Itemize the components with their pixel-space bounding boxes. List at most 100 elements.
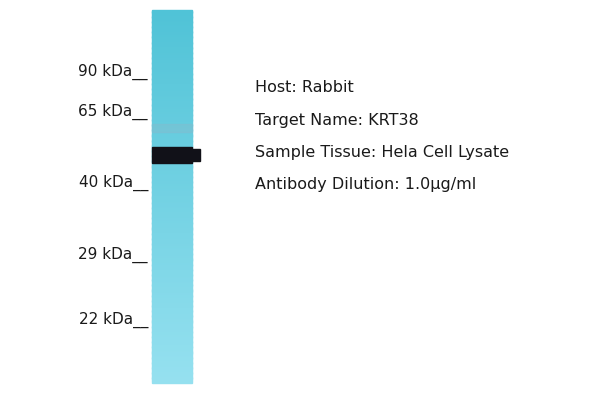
Bar: [152, 226, 192, 228]
Bar: [152, 180, 192, 182]
Bar: [152, 117, 192, 118]
Text: Sample Tissue: Hela Cell Lysate: Sample Tissue: Hela Cell Lysate: [255, 144, 509, 160]
Bar: [152, 294, 192, 296]
Bar: [152, 128, 192, 130]
Bar: [152, 144, 192, 146]
Bar: [152, 212, 192, 214]
Bar: [152, 376, 192, 378]
Bar: [152, 363, 192, 365]
Bar: [152, 292, 192, 293]
Bar: [152, 181, 192, 183]
Bar: [152, 374, 192, 376]
Bar: [152, 139, 192, 141]
Text: 90 kDa__: 90 kDa__: [79, 64, 148, 80]
Bar: [152, 25, 192, 27]
Bar: [152, 352, 192, 354]
Bar: [152, 377, 192, 379]
Bar: [152, 104, 192, 106]
Bar: [152, 156, 192, 158]
Bar: [152, 273, 192, 275]
Bar: [152, 197, 192, 199]
Bar: [152, 315, 192, 317]
Bar: [152, 288, 192, 290]
Text: Host: Rabbit: Host: Rabbit: [255, 80, 354, 96]
Bar: [152, 170, 192, 172]
Bar: [152, 282, 192, 283]
Bar: [152, 213, 192, 215]
Bar: [152, 284, 192, 286]
Bar: [152, 119, 192, 121]
Bar: [152, 190, 192, 192]
Bar: [152, 252, 192, 254]
Bar: [152, 244, 192, 246]
Bar: [152, 217, 192, 219]
Bar: [152, 50, 192, 52]
Bar: [152, 166, 192, 168]
Bar: [152, 87, 192, 89]
Bar: [152, 84, 192, 86]
Bar: [152, 246, 192, 247]
Bar: [152, 278, 192, 280]
Bar: [152, 368, 192, 370]
Bar: [152, 366, 192, 368]
Bar: [152, 150, 192, 152]
Bar: [152, 241, 192, 242]
Bar: [152, 108, 192, 110]
Bar: [152, 331, 192, 333]
Bar: [152, 132, 192, 133]
Bar: [152, 355, 192, 356]
Bar: [152, 155, 192, 157]
Bar: [152, 234, 192, 236]
Bar: [152, 334, 192, 335]
Text: 29 kDa__: 29 kDa__: [79, 247, 148, 263]
Bar: [152, 178, 192, 179]
Bar: [152, 66, 192, 68]
Bar: [152, 316, 192, 318]
Bar: [152, 72, 192, 74]
Bar: [152, 319, 192, 320]
Bar: [152, 247, 192, 248]
Bar: [152, 204, 192, 205]
Bar: [152, 325, 192, 327]
Bar: [152, 15, 192, 17]
Bar: [152, 70, 192, 71]
Bar: [152, 351, 192, 353]
Bar: [152, 298, 192, 300]
Bar: [152, 20, 192, 22]
Bar: [152, 345, 192, 346]
Bar: [152, 18, 192, 19]
Bar: [152, 55, 192, 56]
Bar: [152, 29, 192, 30]
Text: Target Name: KRT38: Target Name: KRT38: [255, 112, 419, 128]
Bar: [152, 100, 192, 102]
Bar: [152, 169, 192, 170]
Bar: [152, 53, 192, 55]
Bar: [152, 222, 192, 224]
Bar: [152, 293, 192, 294]
Bar: [152, 146, 192, 148]
Bar: [152, 41, 192, 43]
Bar: [152, 154, 192, 156]
Bar: [152, 86, 192, 87]
Bar: [152, 98, 192, 100]
Bar: [152, 332, 192, 334]
Bar: [152, 279, 192, 281]
Bar: [152, 135, 192, 137]
Bar: [152, 30, 192, 32]
Bar: [152, 14, 192, 16]
Bar: [152, 348, 192, 350]
Bar: [152, 174, 192, 176]
Bar: [152, 40, 192, 42]
Bar: [152, 81, 192, 82]
Bar: [152, 176, 192, 178]
Bar: [152, 310, 192, 312]
Bar: [152, 60, 192, 61]
Bar: [152, 124, 192, 132]
Bar: [152, 354, 192, 355]
Bar: [152, 47, 192, 49]
Bar: [152, 370, 192, 371]
Bar: [152, 129, 192, 131]
Bar: [152, 309, 192, 310]
Bar: [152, 89, 192, 91]
Bar: [152, 358, 192, 360]
